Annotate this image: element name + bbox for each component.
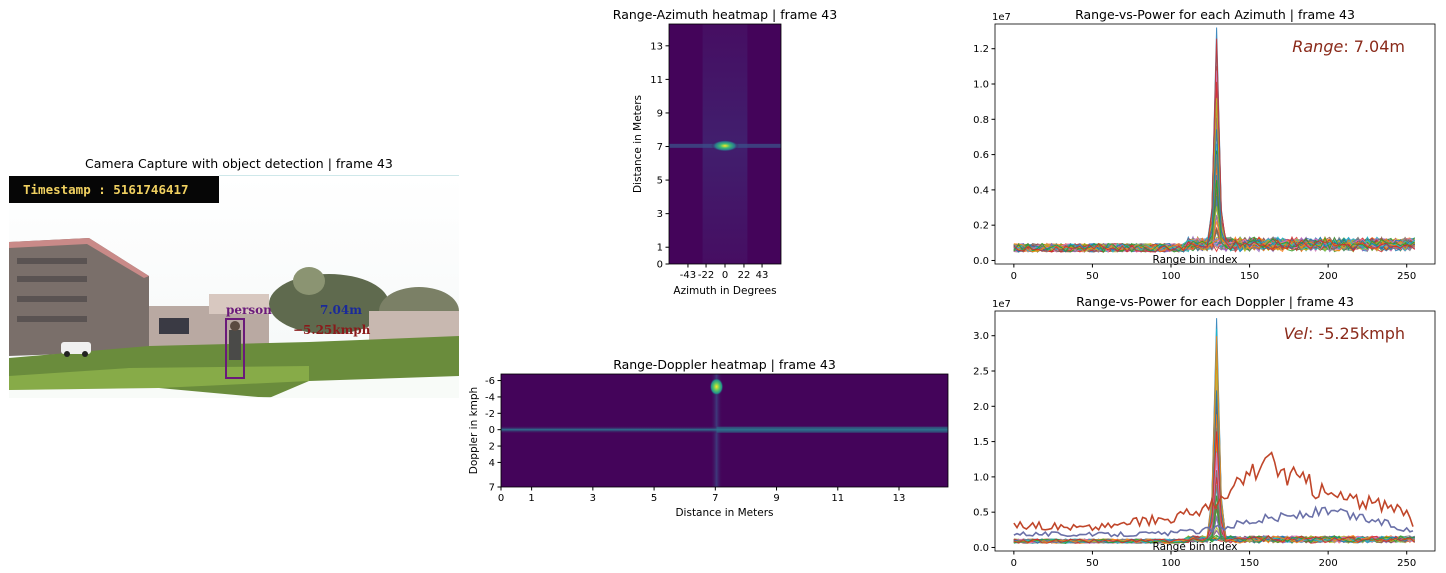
power-series-line (1013, 181, 1415, 253)
power-xtick-label: 250 (1397, 271, 1416, 282)
power-xtick-label: 100 (1161, 558, 1180, 569)
power-xtick-label: 150 (1240, 558, 1259, 569)
ra-hotspot (711, 139, 739, 152)
power-xlabel: Range bin index (1153, 541, 1238, 553)
power-ytick-label: 0.8 (973, 115, 989, 126)
rd-ytick-label: 7 (489, 483, 495, 494)
rd-xtick-label: 7 (712, 493, 718, 504)
power-ytick-label: 0.6 (973, 150, 989, 161)
power-ytick-label: 0.0 (973, 543, 989, 554)
power-xtick-label: 0 (1011, 271, 1017, 282)
power-annotation-value: : -5.25kmph (1308, 324, 1405, 343)
camera-title: Camera Capture with object detection | f… (85, 156, 393, 171)
ra-ytick-label: 0 (657, 260, 663, 271)
power-ytick-label: 0.2 (973, 221, 989, 232)
power-xtick-label: 250 (1397, 558, 1416, 569)
camera-title-rule (219, 175, 459, 176)
ra-xtick-label: -22 (698, 270, 714, 281)
power-annotation-label: Range (1292, 37, 1343, 56)
power-xtick-label: 150 (1240, 271, 1259, 282)
power-multiplier: 1e7 (992, 12, 1011, 23)
power-annotation-value: : 7.04m (1343, 37, 1405, 56)
ra-xtick-label: 43 (756, 270, 769, 281)
power-ytick-label: 1.2 (973, 44, 989, 55)
rd-xtick-label: 11 (831, 493, 844, 504)
power-frame (994, 23, 1436, 265)
power-ytick-label: 2.5 (973, 367, 989, 378)
ra-title: Range-Azimuth heatmap | frame 43 (613, 7, 837, 22)
detection-velocity: −5.25kmph (293, 323, 371, 337)
ra-ytick-label: 13 (650, 41, 663, 52)
ra-xtick-label: 0 (722, 270, 728, 281)
ra-ytick-label: 3 (657, 209, 663, 220)
power-multiplier: 1e7 (992, 299, 1011, 310)
power-series-line (1013, 129, 1415, 253)
rd-frame (500, 373, 949, 488)
power-ytick-label: 1.0 (973, 472, 989, 483)
ra-ytick-label: 9 (657, 108, 663, 119)
rd-xtick-label: 9 (773, 493, 779, 504)
ra-ytick-label: 5 (657, 176, 663, 187)
rd-xtick-label: 5 (651, 493, 657, 504)
rd-xtick-label: 3 (590, 493, 596, 504)
rd-ytick-label: -2 (485, 409, 495, 420)
power-ytick-label: 0.4 (973, 185, 989, 196)
power-title: Range-vs-Power for each Doppler | frame … (1076, 294, 1354, 309)
power-title: Range-vs-Power for each Azimuth | frame … (1075, 7, 1355, 22)
power-xtick-label: 200 (1319, 271, 1338, 282)
rd-ylabel: Doppler in kmph (468, 387, 480, 474)
rd-xtick-label: 1 (528, 493, 534, 504)
ra-xtick-label: -43 (680, 270, 696, 281)
rd-xtick-label: 0 (498, 493, 504, 504)
power-xtick-label: 0 (1011, 558, 1017, 569)
rd-ytick-label: 0 (489, 425, 495, 436)
rd-xtick-label: 13 (893, 493, 906, 504)
rd-title: Range-Doppler heatmap | frame 43 (613, 357, 836, 372)
power-xtick-label: 200 (1319, 558, 1338, 569)
ra-ylabel: Distance in Meters (632, 95, 644, 193)
ra-xlabel: Azimuth in Degrees (673, 285, 776, 297)
power-ytick-label: 3.0 (973, 331, 989, 342)
rd-zero-band-strong (716, 426, 948, 433)
power-xtick-label: 50 (1086, 271, 1099, 282)
power-xtick-label: 100 (1161, 271, 1180, 282)
rd-ytick-label: 4 (489, 458, 495, 469)
power-series-line (1013, 38, 1415, 253)
power-annotation: Range: 7.04m (1292, 37, 1405, 56)
rd-ytick-label: 2 (489, 442, 495, 453)
power-annotation-label: Vel (1284, 324, 1309, 343)
ra-ytick-label: 11 (650, 75, 663, 86)
ra-xtick-label: 22 (738, 270, 751, 281)
ra-ytick-label: 1 (657, 243, 663, 254)
timestamp-badge: Timestamp : 5161746417 (9, 176, 219, 203)
power-xlabel: Range bin index (1153, 254, 1238, 266)
power-highlight-line (1013, 451, 1414, 532)
power-ytick-label: 1.0 (973, 80, 989, 91)
power-ytick-label: 1.5 (973, 437, 989, 448)
power-ytick-label: 0.0 (973, 256, 989, 267)
power-xtick-label: 50 (1086, 558, 1099, 569)
power-frame (994, 310, 1436, 552)
detection-range: 7.04m (320, 303, 362, 317)
power-highlight-line (1013, 505, 1414, 538)
detection-label: person (226, 303, 272, 317)
detection-box (225, 318, 245, 379)
power-series-line (1013, 431, 1415, 544)
power-ytick-label: 0.5 (973, 508, 989, 519)
power-annotation: Vel: -5.25kmph (1284, 324, 1405, 343)
rd-hotspot (709, 377, 724, 396)
rd-ytick-label: -6 (485, 376, 495, 387)
power-ytick-label: 2.0 (973, 402, 989, 413)
rd-ytick-label: -4 (485, 392, 495, 403)
rd-xlabel: Distance in Meters (675, 507, 773, 519)
camera-frame (9, 176, 459, 398)
ra-ytick-label: 7 (657, 142, 663, 153)
